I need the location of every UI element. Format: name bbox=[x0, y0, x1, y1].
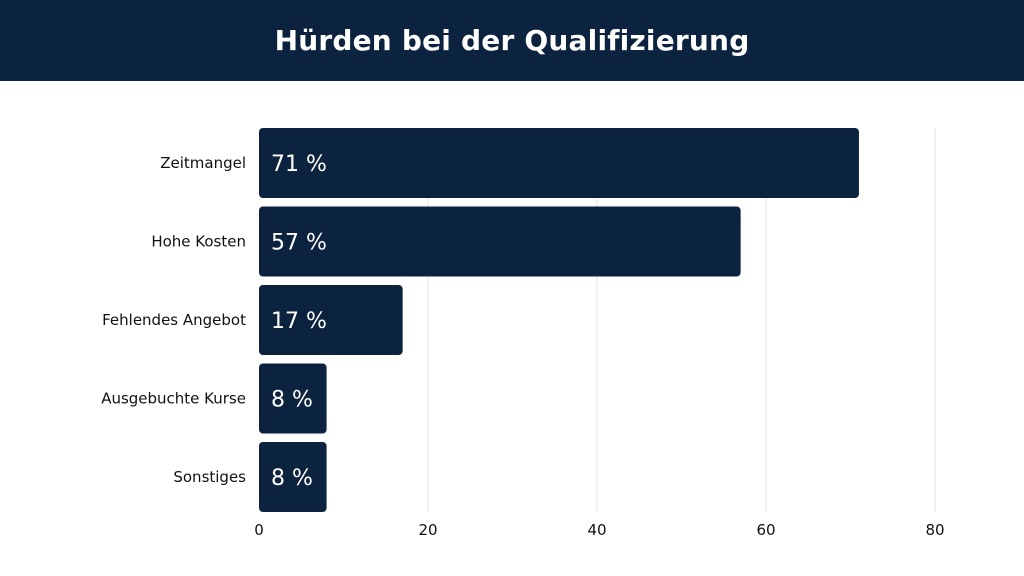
category-labels: Zeitmangel Hohe Kosten Fehlendes Angebot Au… bbox=[101, 154, 246, 486]
bar-value-label: 8 % bbox=[271, 388, 313, 413]
category-label: Sonstiges bbox=[173, 468, 246, 486]
bar bbox=[259, 285, 403, 355]
x-tick-label: 40 bbox=[587, 521, 606, 539]
bar-value-label: 71 % bbox=[271, 152, 327, 177]
category-label: Zeitmangel bbox=[160, 154, 246, 172]
bar bbox=[259, 128, 859, 198]
category-label: Ausgebuchte Kurse bbox=[101, 390, 246, 408]
bar bbox=[259, 442, 327, 512]
x-tick-label: 20 bbox=[418, 521, 437, 539]
category-label: Fehlendes Angebot bbox=[102, 311, 246, 329]
bar-value-label: 17 % bbox=[271, 309, 327, 334]
x-tick-label: 60 bbox=[756, 521, 775, 539]
chart-title: Hürden bei der Qualifizierung bbox=[274, 24, 750, 57]
category-label: Hohe Kosten bbox=[151, 233, 246, 251]
bars: 71 % 57 % 17 % 8 % 8 % bbox=[259, 128, 859, 512]
x-tick-label: 80 bbox=[925, 521, 944, 539]
x-tick-label: 0 bbox=[254, 521, 264, 539]
x-axis-ticks: 0 20 40 60 80 bbox=[254, 521, 944, 539]
chart-header: Hürden bei der Qualifizierung bbox=[0, 0, 1024, 81]
bar bbox=[259, 363, 327, 434]
bar bbox=[259, 206, 741, 277]
bar-value-label: 57 % bbox=[271, 231, 327, 256]
bar-value-label: 8 % bbox=[271, 466, 313, 491]
